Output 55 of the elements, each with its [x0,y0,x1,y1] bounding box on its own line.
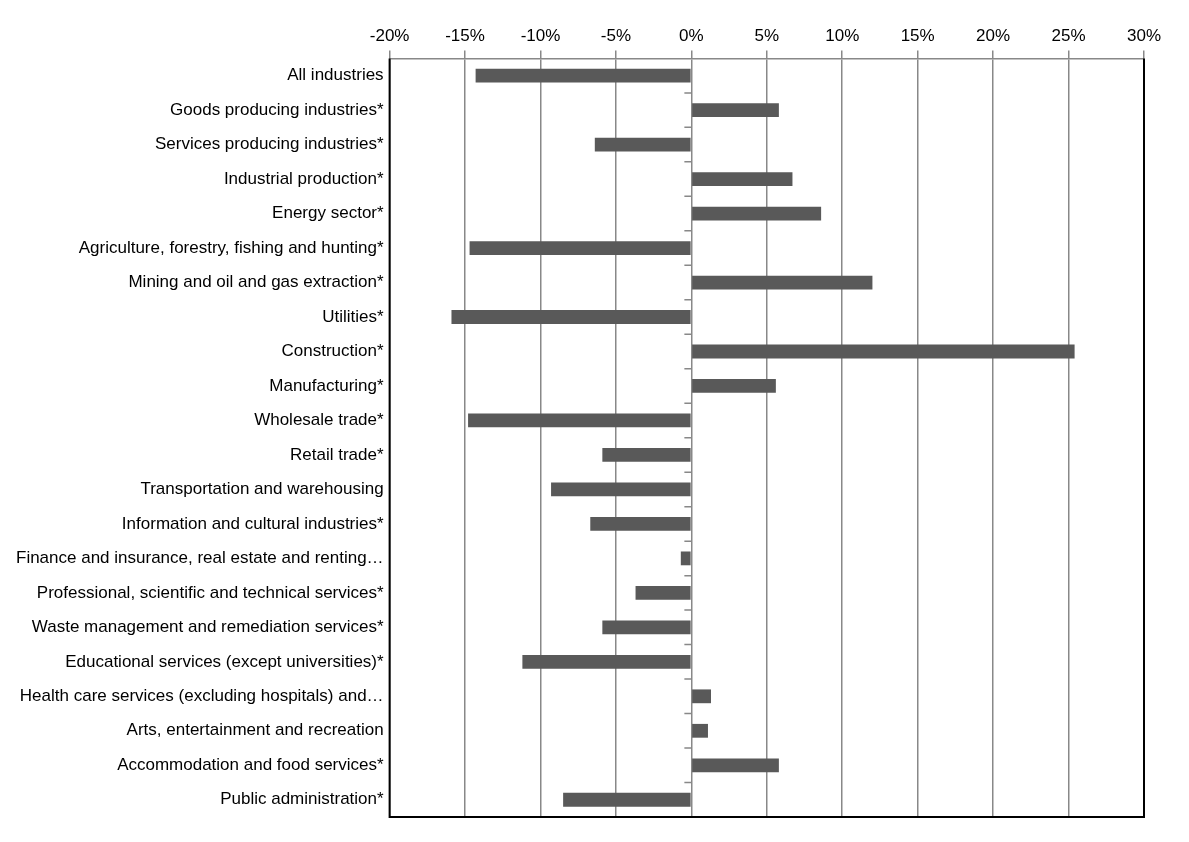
y-tick-label: Accommodation and food services* [117,754,384,774]
bar [468,413,691,428]
bar [469,241,691,255]
bar [594,137,691,152]
y-tick-label: Transportation and warehousing [140,479,384,499]
x-tick-label: 0% [679,25,704,45]
bar [635,585,691,600]
bar [522,654,691,669]
x-tick-label: 20% [976,25,1011,45]
bar [602,448,691,462]
y-tick-label: Retail trade* [290,444,384,464]
y-tick-label: Public administration* [220,789,384,809]
bar [692,275,873,290]
y-tick-label: Arts, entertainment and recreation [126,720,384,740]
bar [692,758,779,773]
y-tick-label: Waste management and remediation services* [31,617,384,637]
y-tick-label: Energy sector* [272,203,384,223]
bar [692,103,779,118]
x-tick-label: 30% [1126,25,1162,45]
x-tick-label: -5% [600,25,632,45]
x-tick-label: 10% [825,25,860,45]
bar [563,792,691,807]
y-tick-label: Manufacturing* [269,375,384,395]
bar [692,172,793,186]
y-tick-label: Services producing industries* [154,134,384,154]
y-tick-label: Industrial production* [223,168,384,188]
y-tick-label: Utilities* [322,306,384,326]
x-tick-label: 5% [754,25,780,45]
y-tick-label: Mining and oil and gas extraction* [128,272,384,292]
x-tick-label: -10% [520,25,561,45]
bar [551,482,691,497]
y-tick-label: Agriculture, forestry, fishing and hunting* [78,237,384,257]
bar [451,310,691,324]
x-tick-label: 15% [900,25,935,45]
x-tick-label: -15% [445,25,485,45]
bar [590,517,691,531]
y-tick-label: Wholesale trade* [254,410,384,430]
bar [692,689,711,704]
y-tick-label: Information and cultural industries* [121,513,384,533]
bar [692,379,776,393]
y-tick-label: Construction* [281,341,384,361]
x-tick-label: -20% [369,25,410,45]
x-tick-label: 25% [1051,25,1086,45]
y-tick-label: Finance and insurance, real estate and renting… [15,548,384,568]
bar [692,206,822,221]
bar [475,68,691,83]
bar [692,723,708,738]
y-tick-label: Educational services (except universities)* [65,651,384,671]
y-tick-label: Health care services (excluding hospitals) and… [19,686,384,705]
y-tick-label: Goods producing industries* [170,99,384,119]
y-tick-label: Professional, scientific and technical services* [36,582,384,602]
bar [692,344,1075,359]
y-tick-label: All industries [287,65,384,85]
bar [680,551,691,566]
bar [602,620,691,635]
